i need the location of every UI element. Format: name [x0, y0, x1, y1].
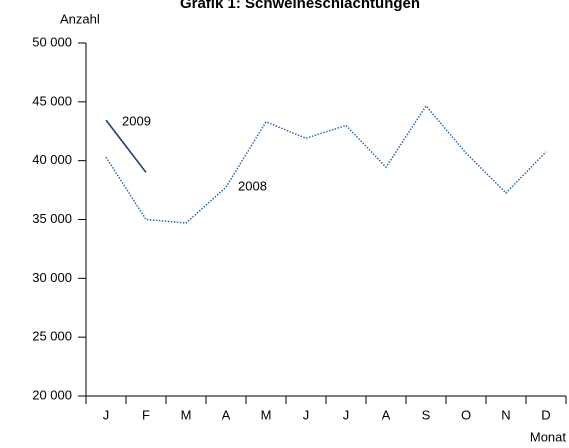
chart-title: Grafik 1: Schweineschlachtungen: [180, 0, 420, 12]
x-tick-label: M: [181, 407, 192, 422]
x-tick-label: N: [501, 407, 510, 422]
y-tick-label: 50 000: [32, 34, 72, 49]
series-line: [105, 104, 547, 224]
y-tick-label: 35 000: [32, 211, 72, 226]
x-tick-label: J: [303, 407, 310, 422]
x-tick-label: S: [422, 407, 431, 422]
series-label: 2008: [238, 179, 267, 194]
y-tick-label: 25 000: [32, 329, 72, 344]
x-tick-label: A: [382, 407, 391, 422]
x-axis-label: Monat: [530, 429, 567, 444]
y-axis-label: Anzahl: [60, 11, 100, 26]
x-tick-label: D: [541, 407, 550, 422]
x-tick-label: J: [103, 407, 110, 422]
x-tick-label: F: [142, 407, 150, 422]
series-label: 2009: [122, 114, 151, 129]
y-tick-label: 30 000: [32, 270, 72, 285]
y-tick-label: 45 000: [32, 93, 72, 108]
x-tick-label: O: [461, 407, 471, 422]
y-tick-label: 40 000: [32, 152, 72, 167]
y-tick-label: 20 000: [32, 387, 72, 402]
x-tick-label: A: [222, 407, 231, 422]
x-tick-label: J: [343, 407, 350, 422]
series-line: [105, 119, 147, 173]
x-tick-label: M: [261, 407, 272, 422]
